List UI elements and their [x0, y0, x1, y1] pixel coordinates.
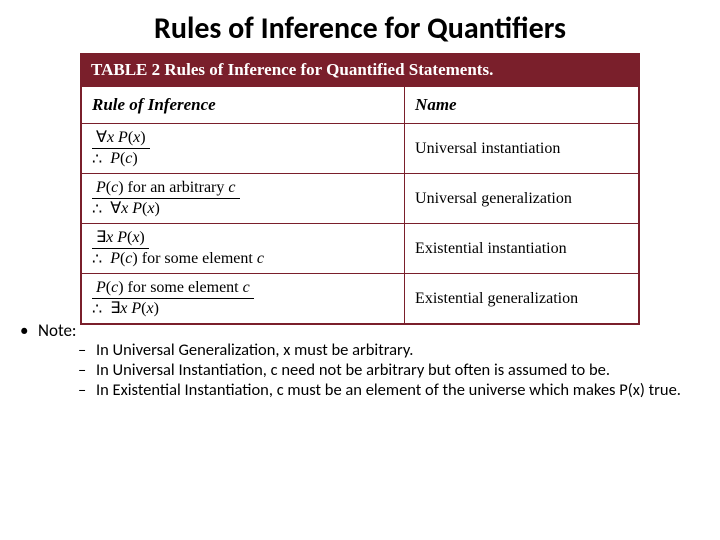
bullet-icon: •	[20, 320, 28, 341]
therefore-icon: ∴	[92, 152, 106, 168]
rule-name: Existential instantiation	[405, 224, 639, 274]
note-item: In Universal Instantiation, c need not b…	[78, 361, 692, 380]
note-sublist: In Universal Generalization, x must be a…	[20, 327, 692, 400]
premise: ∃x P(x)	[92, 230, 149, 249]
premise: ∀x P(x)	[92, 130, 150, 149]
therefore-icon: ∴	[92, 202, 106, 218]
note-item: In Universal Generalization, x must be a…	[78, 341, 692, 360]
premise: P(c) for some element c	[92, 280, 254, 299]
note-item: In Existential Instantiation, c must be …	[78, 381, 692, 400]
rule-name: Existential generalization	[405, 274, 639, 324]
rule-name: Universal instantiation	[405, 124, 639, 174]
conclusion: P(c) for some element c	[106, 249, 268, 267]
conclusion: ∃x P(x)	[106, 299, 163, 317]
rule-name: Universal generalization	[405, 174, 639, 224]
conclusion: ∀x P(x)	[106, 199, 164, 217]
col-header-rule: Rule of Inference	[82, 87, 405, 124]
table-caption: TABLE 2 Rules of Inference for Quantifie…	[81, 54, 639, 86]
rule-cell: P(c) for some element c ∴∃x P(x)	[82, 274, 405, 324]
note-label: Note:	[38, 320, 76, 341]
therefore-icon: ∴	[92, 302, 106, 318]
rule-cell: ∃x P(x) ∴P(c) for some element c	[82, 224, 405, 274]
inference-table: TABLE 2 Rules of Inference for Quantifie…	[80, 53, 640, 325]
notes-section: • Note: In Universal Generalization, x m…	[0, 325, 720, 400]
col-header-name: Name	[405, 87, 639, 124]
table-row: P(c) for an arbitrary c ∴∀x P(x) Universal…	[82, 174, 639, 224]
rules-table: Rule of Inference Name ∀x P(x)∴P(c)Unive…	[81, 86, 639, 324]
table-row: P(c) for some element c ∴∃x P(x) Existenti…	[82, 274, 639, 324]
premise: P(c) for an arbitrary c	[92, 180, 240, 199]
rule-cell: ∀x P(x) ∴P(c)	[82, 124, 405, 174]
table-body: ∀x P(x)∴P(c)Universal instantiationP(c) …	[82, 124, 639, 324]
therefore-icon: ∴	[92, 252, 106, 268]
slide-title: Rules of Inference for Quantifiers	[0, 0, 720, 53]
rule-cell: P(c) for an arbitrary c ∴∀x P(x)	[82, 174, 405, 224]
conclusion: P(c)	[106, 149, 142, 167]
table-row: ∃x P(x) ∴P(c) for some element c Existenti…	[82, 224, 639, 274]
table-row: ∀x P(x) ∴P(c) Universal instantiation	[82, 124, 639, 174]
